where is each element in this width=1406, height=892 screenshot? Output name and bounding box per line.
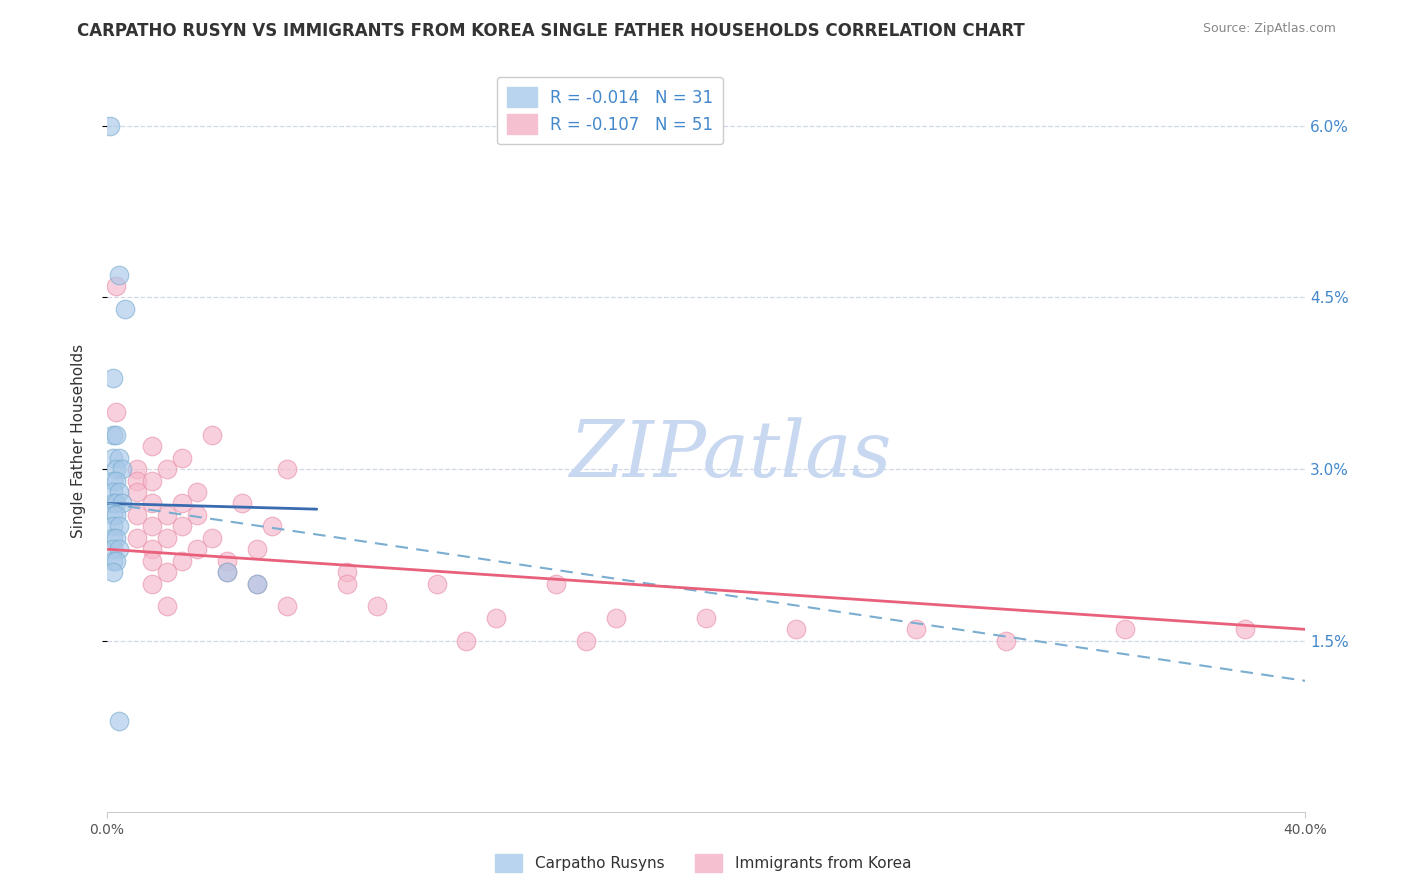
Point [215,565,238,579]
Point [456,633,478,648]
Point [215,554,238,568]
Point [170,496,193,510]
Point [246,542,269,557]
Point [101,565,124,579]
Point [111,496,134,510]
Point [125,485,148,500]
Point [246,576,269,591]
Point [141,439,163,453]
Point [141,519,163,533]
Point [101,542,124,557]
Point [170,519,193,533]
Point [276,462,298,476]
Legend: Carpatho Rusyns, Immigrants from Korea: Carpatho Rusyns, Immigrants from Korea [488,846,918,880]
Point [425,576,447,591]
Point [170,450,193,465]
Point [125,531,148,545]
Text: ZIPatlas: ZIPatlas [569,417,891,493]
Point [105,554,128,568]
Point [105,279,128,293]
Point [170,554,193,568]
Y-axis label: Single Father Households: Single Father Households [72,343,86,538]
Point [101,531,124,545]
Point [101,485,124,500]
Point [366,599,388,614]
Point [101,554,124,568]
Point [105,531,128,545]
Point [215,565,238,579]
Point [98,119,121,133]
Point [156,531,179,545]
Legend: R = -0.014   N = 31, R = -0.107   N = 51: R = -0.014 N = 31, R = -0.107 N = 51 [496,77,724,145]
Point [141,542,163,557]
Point [108,450,131,465]
Point [695,611,717,625]
Point [105,427,128,442]
Point [125,508,148,522]
Point [105,474,128,488]
Point [141,554,163,568]
Point [101,450,124,465]
Point [994,633,1017,648]
Point [186,485,208,500]
Point [186,508,208,522]
Point [156,565,179,579]
Point [101,508,124,522]
Point [141,496,163,510]
Point [1234,623,1257,637]
Point [105,462,128,476]
Point [125,462,148,476]
Point [485,611,508,625]
Point [156,599,179,614]
Point [141,576,163,591]
Point [904,623,927,637]
Point [156,508,179,522]
Point [105,405,128,419]
Point [575,633,598,648]
Point [141,474,163,488]
Point [101,370,124,384]
Point [101,427,124,442]
Point [105,508,128,522]
Point [276,599,298,614]
Point [260,519,283,533]
Point [125,474,148,488]
Point [605,611,627,625]
Point [114,301,136,316]
Point [156,462,179,476]
Point [108,542,131,557]
Point [546,576,568,591]
Point [785,623,807,637]
Point [231,496,253,510]
Point [336,565,359,579]
Point [111,462,134,476]
Text: Source: ZipAtlas.com: Source: ZipAtlas.com [1202,22,1336,36]
Point [201,531,224,545]
Point [108,268,131,282]
Point [186,542,208,557]
Point [101,474,124,488]
Point [201,427,224,442]
Point [336,576,359,591]
Point [1114,623,1136,637]
Point [108,485,131,500]
Text: CARPATHO RUSYN VS IMMIGRANTS FROM KOREA SINGLE FATHER HOUSEHOLDS CORRELATION CHA: CARPATHO RUSYN VS IMMIGRANTS FROM KOREA … [77,22,1025,40]
Point [105,496,128,510]
Point [101,519,124,533]
Point [108,714,131,728]
Point [101,496,124,510]
Point [246,576,269,591]
Point [108,519,131,533]
